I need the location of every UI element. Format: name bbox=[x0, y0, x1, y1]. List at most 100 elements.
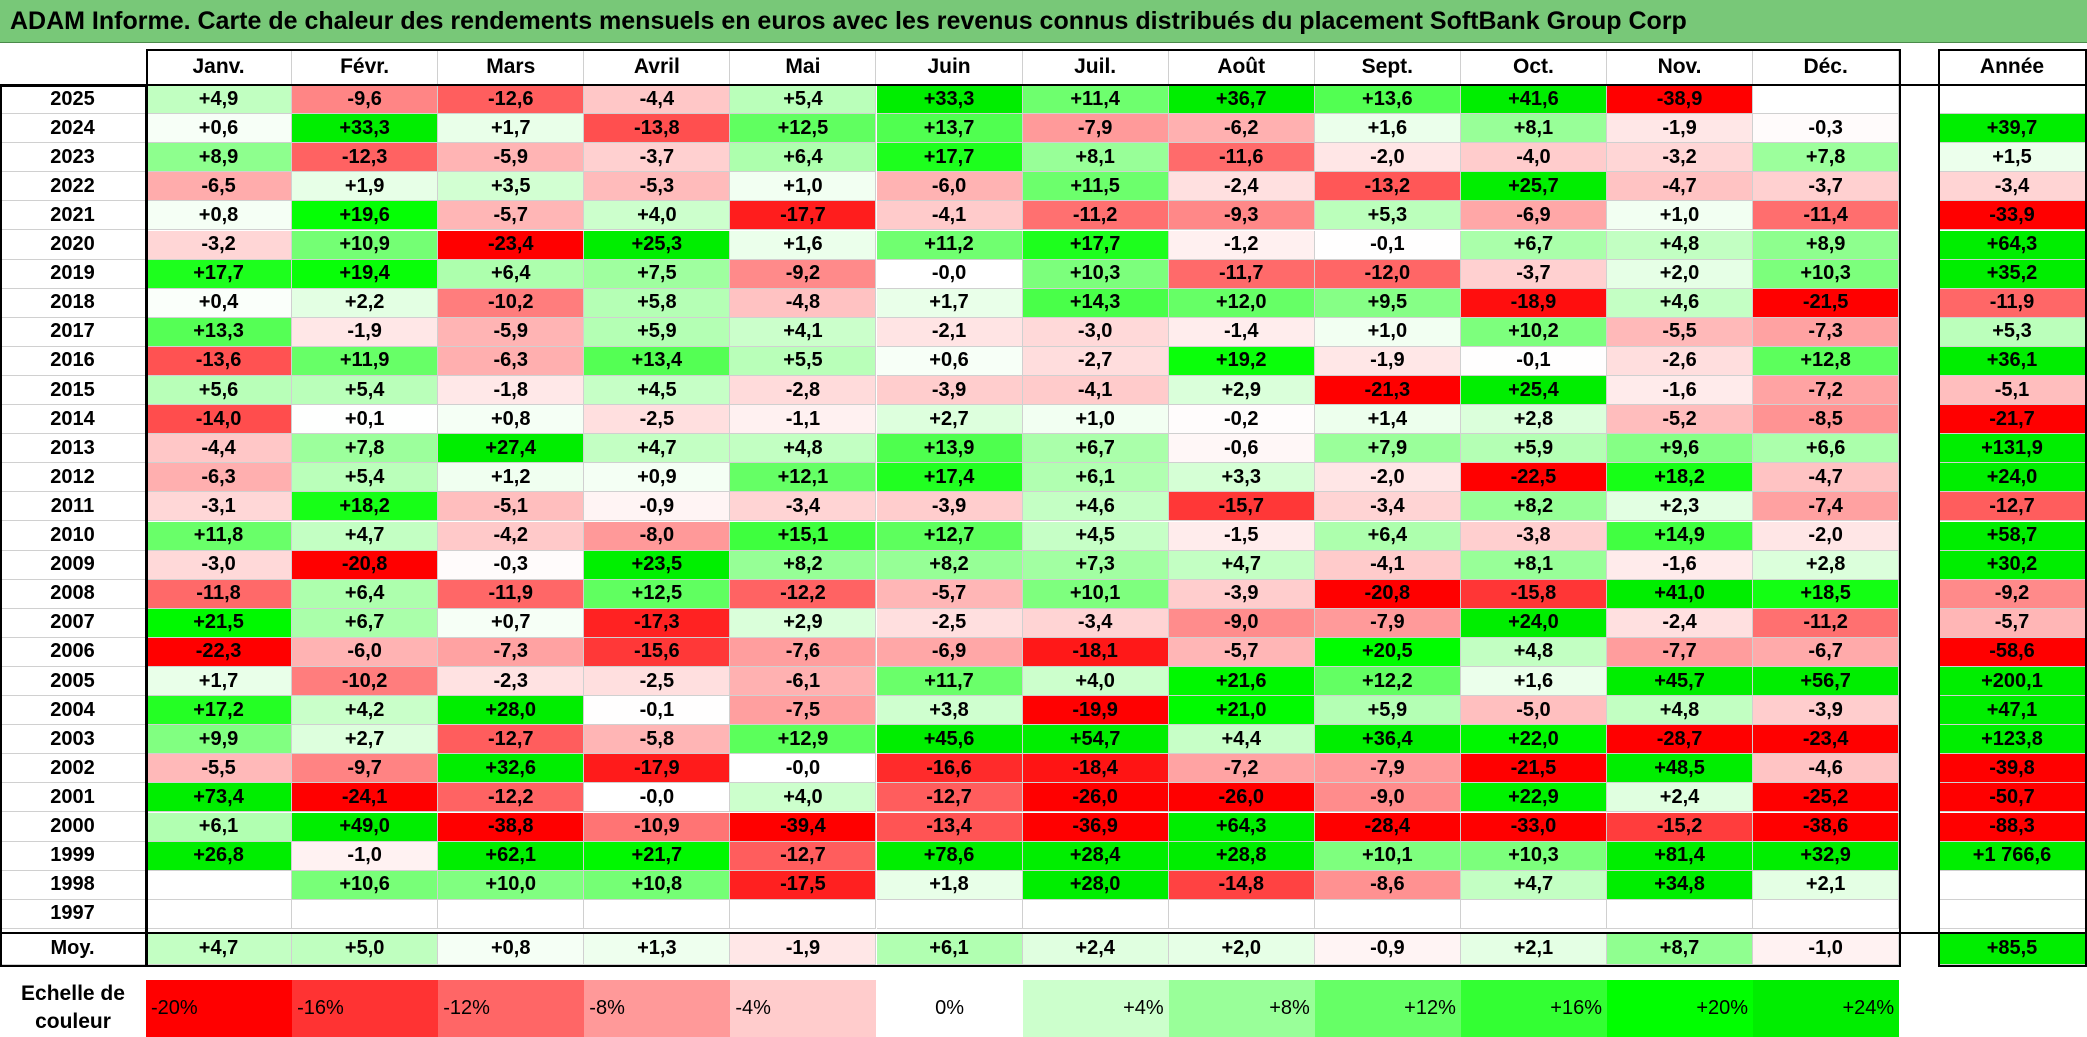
heatmap-cell: -0,3 bbox=[1753, 114, 1900, 144]
heatmap-cell: +18,2 bbox=[292, 492, 439, 522]
heatmap-cell: -0,0 bbox=[730, 754, 877, 784]
heatmap-cell: +4,6 bbox=[1022, 492, 1169, 522]
heatmap-cell bbox=[584, 899, 731, 929]
heatmap-cell: -5,1 bbox=[438, 492, 585, 522]
heatmap-cell: -13,8 bbox=[584, 114, 731, 144]
heatmap-cell: -11,6 bbox=[1168, 143, 1315, 173]
color-scale-swatch: -8% bbox=[584, 980, 731, 1037]
heatmap-cell: +4,8 bbox=[730, 434, 877, 464]
heatmap-cell: +11,2 bbox=[876, 230, 1023, 260]
heatmap-cell: +8,9 bbox=[1753, 230, 1900, 260]
heatmap-cell: +49,0 bbox=[292, 812, 439, 842]
heatmap-cell: -22,5 bbox=[1460, 463, 1607, 493]
heatmap-cell: -5,8 bbox=[584, 725, 731, 755]
heatmap-cell: -6,1 bbox=[730, 667, 877, 697]
heatmap-cell: -3,9 bbox=[1168, 579, 1315, 609]
year-label: 2014 bbox=[0, 405, 146, 435]
heatmap-cell: -9,3 bbox=[1168, 201, 1315, 231]
heatmap-cell: +14,9 bbox=[1607, 521, 1754, 551]
heatmap-cell: -2,0 bbox=[1314, 143, 1461, 173]
heatmap-cell: +9,6 bbox=[1607, 434, 1754, 464]
heatmap-cell: +26,8 bbox=[146, 841, 293, 871]
month-header: Avril bbox=[584, 49, 731, 85]
heatmap-cell: +8,2 bbox=[730, 550, 877, 580]
year-label: 2002 bbox=[0, 754, 146, 784]
heatmap-cell: -4,1 bbox=[876, 201, 1023, 231]
annual-cell: -50,7 bbox=[1938, 783, 2087, 813]
heatmap-cell: -38,6 bbox=[1753, 812, 1900, 842]
heatmap-cell: +36,7 bbox=[1168, 85, 1315, 115]
heatmap-cell: +8,1 bbox=[1460, 114, 1607, 144]
heatmap-cell: -3,4 bbox=[1314, 492, 1461, 522]
heatmap-cell: -3,0 bbox=[1022, 317, 1169, 347]
heatmap-cell: -14,8 bbox=[1168, 870, 1315, 900]
heatmap-cell: +56,7 bbox=[1753, 667, 1900, 697]
heatmap-cell: -21,5 bbox=[1460, 754, 1607, 784]
annual-cell: +200,1 bbox=[1938, 667, 2087, 697]
heatmap-cell: -20,8 bbox=[292, 550, 439, 580]
annual-cell: +64,3 bbox=[1938, 230, 2087, 260]
heatmap-cell: +10,1 bbox=[1314, 841, 1461, 871]
annual-cell: +47,1 bbox=[1938, 696, 2087, 726]
heatmap-cell: +12,8 bbox=[1753, 346, 1900, 376]
heatmap-cell: +4,4 bbox=[1168, 725, 1315, 755]
average-cell: +2,0 bbox=[1168, 933, 1315, 965]
heatmap-cell: +9,5 bbox=[1314, 288, 1461, 318]
heatmap-cell: -3,9 bbox=[1753, 696, 1900, 726]
average-cell: -1,9 bbox=[730, 933, 877, 965]
color-scale-swatch: +8% bbox=[1168, 980, 1315, 1037]
heatmap-cell: -0,9 bbox=[584, 492, 731, 522]
average-cell: +1,3 bbox=[584, 933, 731, 965]
heatmap-cell: +1,4 bbox=[1314, 405, 1461, 435]
annual-cell: +131,9 bbox=[1938, 434, 2087, 464]
heatmap-cell: +25,7 bbox=[1460, 172, 1607, 202]
year-label: 1998 bbox=[0, 870, 146, 900]
heatmap-cell: +10,3 bbox=[1753, 259, 1900, 289]
heatmap-cell: +1,6 bbox=[1314, 114, 1461, 144]
heatmap-cell bbox=[146, 899, 293, 929]
heatmap-cell: +78,6 bbox=[876, 841, 1023, 871]
heatmap-cell: -9,0 bbox=[1168, 608, 1315, 638]
year-label: 2019 bbox=[0, 259, 146, 289]
heatmap-cell: +12,2 bbox=[1314, 667, 1461, 697]
heatmap-cell: -15,2 bbox=[1607, 812, 1754, 842]
heatmap-cell bbox=[730, 899, 877, 929]
heatmap-cell bbox=[438, 899, 585, 929]
heatmap-cell: -6,0 bbox=[292, 637, 439, 667]
heatmap-cell: +12,5 bbox=[584, 579, 731, 609]
heatmap-cell: -11,9 bbox=[438, 579, 585, 609]
annual-cell: -5,1 bbox=[1938, 376, 2087, 406]
heatmap-cell: +41,0 bbox=[1607, 579, 1754, 609]
heatmap-cell: +5,4 bbox=[292, 376, 439, 406]
heatmap-cell: -5,3 bbox=[584, 172, 731, 202]
heatmap-cell: +34,8 bbox=[1607, 870, 1754, 900]
heatmap-cell: +18,5 bbox=[1753, 579, 1900, 609]
year-label: 2009 bbox=[0, 550, 146, 580]
heatmap-cell: -25,2 bbox=[1753, 783, 1900, 813]
heatmap-cell: +0,4 bbox=[146, 288, 293, 318]
heatmap-cell: +1,6 bbox=[1460, 667, 1607, 697]
average-cell: +0,8 bbox=[438, 933, 585, 965]
average-cell: +8,7 bbox=[1607, 933, 1754, 965]
year-label: 2006 bbox=[0, 637, 146, 667]
heatmap-cell: -5,9 bbox=[438, 317, 585, 347]
heatmap-cell: +7,5 bbox=[584, 259, 731, 289]
average-label: Moy. bbox=[0, 933, 146, 965]
color-scale-swatch: +20% bbox=[1607, 980, 1754, 1037]
year-label: 2025 bbox=[0, 85, 146, 115]
header-divider bbox=[0, 84, 2087, 86]
annual-cell: -11,9 bbox=[1938, 288, 2087, 318]
heatmap-cell bbox=[1753, 899, 1900, 929]
month-header: Mai bbox=[730, 49, 877, 85]
heatmap-cell: +7,8 bbox=[292, 434, 439, 464]
heatmap-cell: -3,9 bbox=[876, 492, 1023, 522]
heatmap-cell: -7,2 bbox=[1753, 376, 1900, 406]
heatmap-cell: -3,7 bbox=[584, 143, 731, 173]
color-scale-swatch: -4% bbox=[730, 980, 877, 1037]
heatmap-cell: -15,8 bbox=[1460, 579, 1607, 609]
color-scale-swatch: -12% bbox=[438, 980, 585, 1037]
annual-cell: -12,7 bbox=[1938, 492, 2087, 522]
heatmap-cell: -7,7 bbox=[1607, 637, 1754, 667]
year-label: 2011 bbox=[0, 492, 146, 522]
